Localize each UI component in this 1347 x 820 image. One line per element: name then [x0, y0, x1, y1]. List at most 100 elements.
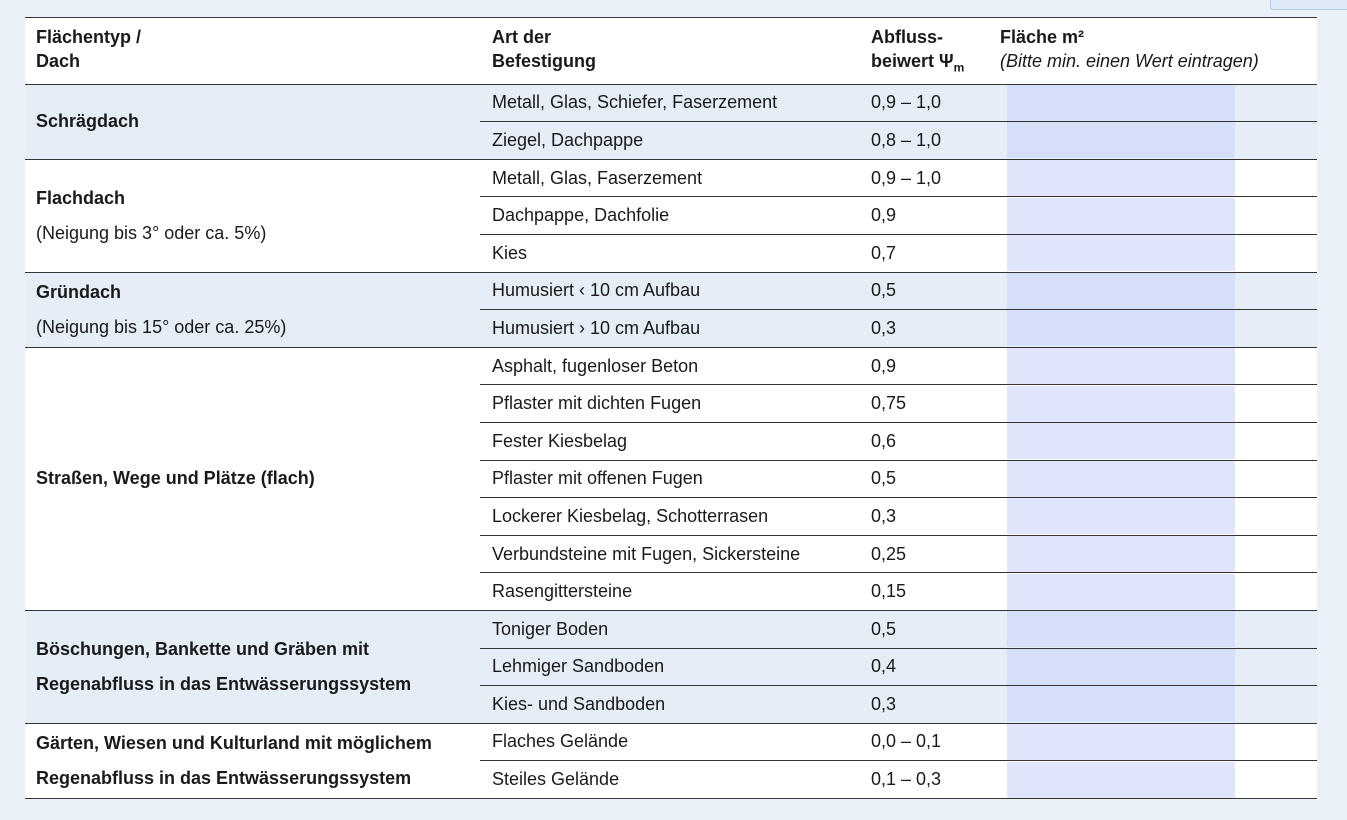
runoff-coefficient: 0,5: [860, 272, 995, 311]
runoff-coefficient: 0,8 – 1,0: [860, 121, 995, 160]
group-note: (Neigung bis 15° oder ca. 25%): [36, 316, 287, 337]
header-text: Art der: [492, 27, 552, 47]
group-name: Böschungen, Bankette und Gräben mit: [36, 638, 370, 659]
surface-type: Pflaster mit dichten Fugen: [480, 384, 860, 423]
area-input[interactable]: [1007, 761, 1235, 798]
group-name: Gründach: [36, 281, 122, 302]
area-cell: [995, 723, 1317, 762]
area-cell: [995, 159, 1317, 198]
header-text: Abfluss-: [871, 27, 943, 47]
table-row: Gärten, Wiesen und Kulturland mit möglic…: [25, 723, 1317, 799]
runoff-coefficient: 0,7: [860, 234, 995, 273]
table-row: Rasengittersteine 0,15: [25, 572, 1317, 611]
group-name: Regenabfluss in das Entwässerungssystem: [36, 767, 412, 788]
area-cell: [995, 196, 1317, 235]
surface-type: Dachpappe, Dachfolie: [480, 196, 860, 235]
group-note: (Neigung bis 3° oder ca. 5%): [36, 222, 267, 243]
area-input[interactable]: [1007, 197, 1235, 234]
runoff-coefficient: 0,6: [860, 422, 995, 461]
surface-type: Metall, Glas, Schiefer, Faserzement: [480, 84, 860, 123]
area-cell: [995, 760, 1317, 799]
runoff-coefficient: 0,5: [860, 610, 995, 649]
area-input[interactable]: [1007, 84, 1235, 121]
area-input[interactable]: [1007, 272, 1235, 309]
area-cell: [995, 497, 1317, 536]
header-text: Befestigung: [492, 51, 597, 71]
area-input[interactable]: [1007, 648, 1235, 685]
area-cell: [995, 422, 1317, 461]
area-cell: [995, 685, 1317, 724]
table-row: Ziegel, Dachpappe 0,8 – 1,0: [25, 121, 1317, 160]
window-corner: [1270, 0, 1347, 10]
surface-type: Kies: [480, 234, 860, 273]
area-cell: [995, 309, 1317, 348]
area-input[interactable]: [1007, 235, 1235, 272]
group-name: Schrägdach: [36, 111, 140, 132]
table-row: Humusiert › 10 cm Aufbau 0,3: [25, 309, 1317, 348]
header-cell: Flächentyp / Dach: [25, 17, 480, 85]
runoff-coefficient: 0,3: [860, 685, 995, 724]
group-name: Straßen, Wege und Plätze (flach): [36, 468, 315, 489]
table-row: Fester Kiesbelag 0,6: [25, 422, 1317, 461]
group-cell: Gründach (Neigung bis 15° oder ca. 25%): [25, 272, 480, 348]
area-input[interactable]: [1007, 122, 1235, 159]
header-row: Flächentyp / Dach Art der Befestigung Abfl…: [25, 17, 1317, 85]
area-input[interactable]: [1007, 348, 1235, 385]
table-row: Lehmiger Sandboden 0,4: [25, 648, 1317, 687]
area-cell: [995, 610, 1317, 649]
area-cell: [995, 460, 1317, 499]
runoff-coefficient: 0,3: [860, 497, 995, 536]
table-row: Böschungen, Bankette und Gräben mit Regen…: [25, 610, 1317, 724]
group-name: Regenabfluss in das Entwässerungssystem: [36, 673, 412, 694]
area-cell: [995, 121, 1317, 160]
header-subscript: m: [953, 60, 965, 75]
area-input[interactable]: [1007, 723, 1235, 760]
group-cell: Flachdach (Neigung bis 3° oder ca. 5%): [25, 159, 480, 273]
area-input[interactable]: [1007, 536, 1235, 573]
surface-type: Humusiert ‹ 10 cm Aufbau: [480, 272, 860, 311]
group-cell: Gärten, Wiesen und Kulturland mit möglic…: [25, 723, 480, 799]
area-input[interactable]: [1007, 385, 1235, 422]
area-input[interactable]: [1007, 573, 1235, 610]
area-input[interactable]: [1007, 423, 1235, 460]
header-text: Fläche m²: [1000, 27, 1085, 47]
area-input[interactable]: [1007, 160, 1235, 197]
table-row: Verbundsteine mit Fugen, Sickersteine 0,2…: [25, 535, 1317, 574]
table-row: Kies- und Sandboden 0,3: [25, 685, 1317, 724]
group-cell: Straßen, Wege und Plätze (flach): [25, 347, 480, 611]
area-input[interactable]: [1007, 498, 1235, 535]
header-text: beiwert Ψ: [871, 51, 954, 71]
surface-type: Fester Kiesbelag: [480, 422, 860, 461]
header-hint: (Bitte min. einen Wert eintragen): [1000, 51, 1259, 71]
table-body: Schrägdach Metall, Glas, Schiefer, Faserz…: [25, 84, 1317, 799]
surface-type: Lehmiger Sandboden: [480, 648, 860, 687]
table-row: Steiles Gelände 0,1 – 0,3: [25, 760, 1317, 799]
runoff-coefficient: 0,9: [860, 347, 995, 386]
runoff-coefficient: 0,25: [860, 535, 995, 574]
group-cell: Schrägdach: [25, 84, 480, 160]
area-input[interactable]: [1007, 686, 1235, 723]
table-row: Flachdach (Neigung bis 3° oder ca. 5%) Met…: [25, 159, 1317, 273]
area-input[interactable]: [1007, 310, 1235, 347]
runoff-coefficient: 0,0 – 0,1: [860, 723, 995, 762]
runoff-coefficient: 0,15: [860, 572, 995, 611]
header-text: Dach: [36, 51, 81, 71]
header-cell: Art der Befestigung: [480, 17, 860, 85]
area-cell: [995, 234, 1317, 273]
area-cell: [995, 347, 1317, 386]
header-cell: Abfluss-beiwert Ψm: [860, 17, 995, 85]
surface-type: Steiles Gelände: [480, 760, 860, 799]
group-name: Flachdach: [36, 187, 126, 208]
table-row: Schrägdach Metall, Glas, Schiefer, Faserz…: [25, 84, 1317, 160]
runoff-coefficient: 0,9 – 1,0: [860, 84, 995, 123]
table-row: Dachpappe, Dachfolie 0,9: [25, 196, 1317, 235]
table-row: Pflaster mit offenen Fugen 0,5: [25, 460, 1317, 499]
surface-type: Verbundsteine mit Fugen, Sickersteine: [480, 535, 860, 574]
area-input[interactable]: [1007, 611, 1235, 648]
surface-type: Pflaster mit offenen Fugen: [480, 460, 860, 499]
runoff-coefficient: 0,1 – 0,3: [860, 760, 995, 799]
table-row: Straßen, Wege und Plätze (flach) Asphalt,…: [25, 347, 1317, 611]
area-input[interactable]: [1007, 460, 1235, 497]
group-cell: Böschungen, Bankette und Gräben mit Regen…: [25, 610, 480, 724]
